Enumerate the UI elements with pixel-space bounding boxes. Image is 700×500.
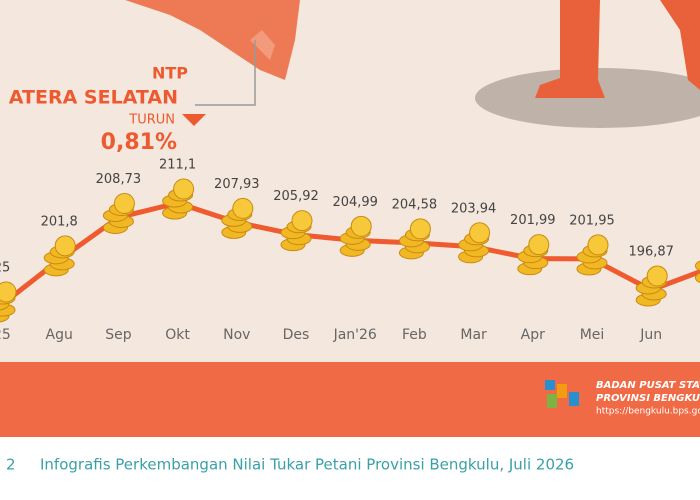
plot: ,25 '25 201,8 Agu 208,73 Sep 211,1 Okt 207,93 Nov… bbox=[0, 158, 700, 343]
coin bbox=[694, 260, 700, 272]
x-label: Sep bbox=[105, 327, 132, 343]
x-label: Agu bbox=[46, 327, 73, 343]
pointer-line bbox=[195, 40, 256, 106]
x-label: Nov bbox=[223, 327, 250, 343]
caption: Infografis Perkembangan Nilai Tukar Peta… bbox=[40, 456, 574, 474]
map bbox=[125, 0, 300, 80]
coin-top bbox=[232, 197, 254, 219]
coin-top bbox=[113, 192, 135, 214]
value-label: 201,99 bbox=[510, 213, 556, 228]
coin-top bbox=[646, 265, 668, 287]
coin-top bbox=[587, 234, 609, 256]
x-label: Apr bbox=[521, 327, 545, 343]
x-label: Okt bbox=[165, 327, 190, 343]
x-label: Jan'26 bbox=[333, 327, 377, 343]
coin-top bbox=[291, 210, 313, 232]
x-label: Feb bbox=[402, 327, 427, 343]
coin-top bbox=[528, 234, 550, 256]
coin bbox=[694, 272, 700, 284]
x-label: '25 bbox=[0, 327, 11, 343]
value-label: 196,87 bbox=[628, 244, 674, 259]
logo-piece bbox=[569, 392, 579, 406]
coin-top bbox=[54, 235, 76, 257]
change-value: 0,81% bbox=[101, 130, 177, 155]
value-label: 201,8 bbox=[41, 214, 78, 229]
value-label: 201,95 bbox=[569, 213, 615, 228]
boot bbox=[535, 0, 605, 98]
logo-piece bbox=[557, 384, 567, 398]
coin-top bbox=[173, 178, 195, 200]
agency: BADAN PUSAT STATI bbox=[596, 380, 700, 391]
coin-top bbox=[409, 218, 431, 240]
change-label: TURUN bbox=[128, 113, 175, 128]
coin-top bbox=[0, 281, 17, 303]
logo-piece bbox=[547, 394, 557, 408]
coin-top bbox=[469, 222, 491, 244]
x-label: Mei bbox=[580, 327, 605, 343]
bps-logo bbox=[545, 380, 579, 408]
url: https://bengkulu.bps.go bbox=[596, 407, 700, 417]
value-label: 204,99 bbox=[332, 195, 378, 210]
agency: PROVINSI BENGKUL bbox=[596, 393, 700, 404]
value-label: ,25 bbox=[0, 261, 10, 276]
value-label: 205,92 bbox=[273, 189, 319, 204]
map-detail bbox=[250, 30, 275, 60]
x-label: Des bbox=[283, 327, 310, 343]
down-arrow bbox=[182, 114, 206, 126]
logo-piece bbox=[545, 380, 555, 390]
value-label: 208,73 bbox=[96, 172, 142, 187]
value-label: 207,93 bbox=[214, 177, 260, 192]
coin-top bbox=[350, 215, 372, 237]
value-label: 211,1 bbox=[159, 158, 196, 173]
boot bbox=[660, 0, 700, 90]
value-label: 204,58 bbox=[392, 197, 438, 212]
value-label: 203,94 bbox=[451, 201, 497, 216]
x-label: Mar bbox=[460, 327, 487, 343]
ntp-label: NTP bbox=[152, 64, 188, 83]
region: ATERA SELATAN bbox=[9, 87, 178, 109]
x-label: Jun bbox=[639, 327, 662, 343]
footer-band bbox=[0, 362, 700, 437]
caption-number: 2 bbox=[6, 456, 16, 474]
